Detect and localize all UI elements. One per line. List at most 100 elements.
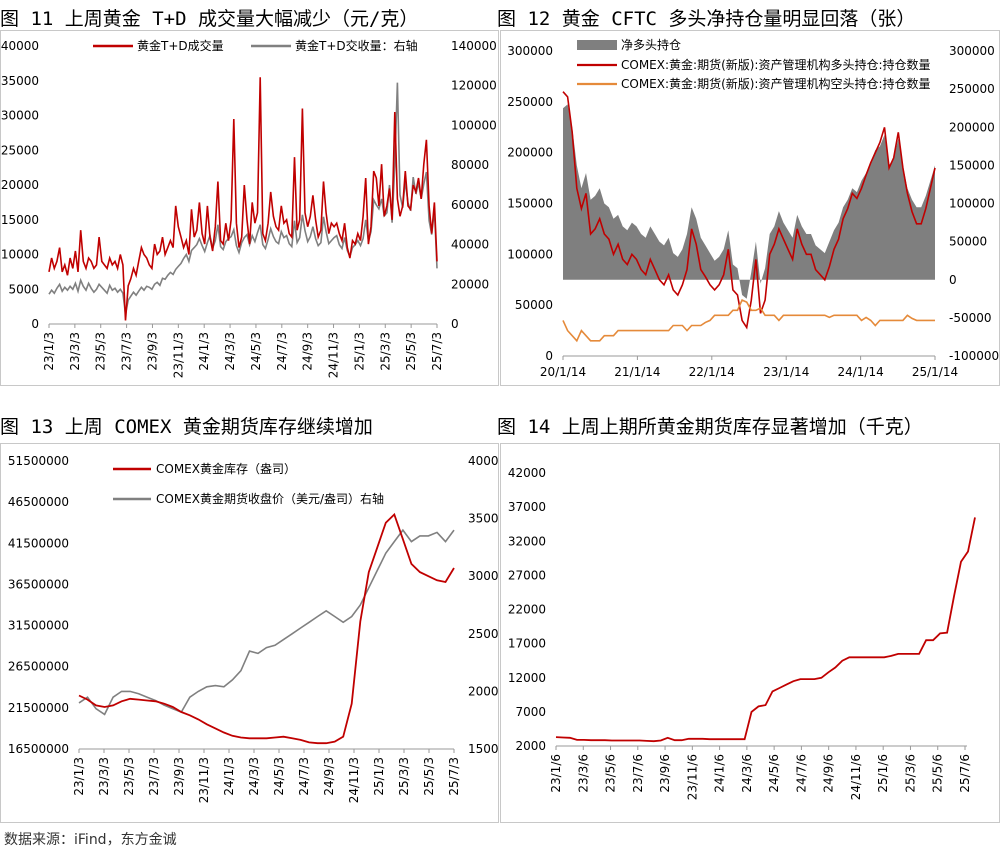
fig14-title: 图 14 上周上期所黄金期货库存显著增加（千克） (497, 416, 923, 438)
fig12-chart: 0 50000 100000 150000 200000 250000 300000 -100… (507, 37, 999, 379)
x-tick-label: 25/3/3 (397, 757, 411, 796)
y-tick-label-left: 31500000 (8, 619, 69, 633)
y-tick-label-left: 36500000 (8, 577, 69, 591)
y-tick-label-left: 42000 (508, 466, 546, 480)
legend-label-short: COMEX:黄金:期货(新版):资产管理机构空头持仓:持仓数量 (621, 76, 931, 91)
x-tick-label: 24/9/3 (322, 757, 336, 796)
x-tick-label: 23/3/3 (68, 332, 82, 371)
x-tick-label: 24/11/3 (327, 332, 341, 378)
x-tick-label: 23/9/3 (145, 332, 159, 371)
y-tick-label-left: 25000 (1, 143, 39, 157)
legend-label-delivery: 黄金T+D交收量：右轴 (295, 38, 418, 53)
y-tick-label-left: 46500000 (8, 495, 69, 509)
fig14-panel: 2000 7000 12000 17000 22000 27000 32000 37000 42… (500, 443, 1000, 823)
legend-label-inventory: COMEX黄金库存（盎司） (156, 461, 296, 476)
y-tick-label-left: 41500000 (8, 536, 69, 550)
x-tick-label: 23/11/3 (171, 332, 185, 378)
series-line-short (562, 299, 935, 343)
y-tick-label-left: 7000 (515, 705, 546, 719)
y-tick-label-right: 50000 (949, 235, 987, 249)
x-tick-label: 23/1/3 (42, 332, 56, 371)
y-tick-label-right: 2000 (468, 684, 498, 698)
y-tick-label-right: 3000 (468, 569, 498, 583)
y-tick-label-left: 150000 (507, 197, 553, 211)
y-tick-label-left: 40000 (1, 39, 39, 53)
y-tick-label-right: 60000 (451, 198, 489, 212)
legend-label-volume: 黄金T+D成交量 (137, 38, 224, 53)
x-tick-label: 23/5/6 (604, 754, 618, 793)
y-tick-label-right: 120000 (451, 79, 497, 93)
y-tick-label-left: 0 (545, 349, 553, 363)
x-tick-label: 24/9/3 (301, 332, 315, 371)
x-tick-label: 23/3/3 (97, 757, 111, 796)
y-tick-label-left: 250000 (507, 95, 553, 109)
y-tick-label-left: 100000 (507, 247, 553, 261)
x-tick-label: 23/7/3 (120, 332, 134, 371)
x-tick-label: 25/5/6 (931, 754, 945, 793)
y-tick-label-left: 2000 (515, 739, 546, 753)
series-line-volume (48, 77, 438, 321)
fig12-title: 图 12 黄金 CFTC 多头净持仓量明显回落（张） (497, 8, 916, 30)
y-tick-label-right: -50000 (949, 311, 992, 325)
y-tick-label-left: 300000 (507, 44, 553, 58)
fig13-title: 图 13 上周 COMEX 黄金期货库存继续增加 (0, 416, 373, 438)
series-line-delivery (48, 82, 438, 315)
x-tick-label: 25/5/3 (404, 332, 418, 371)
x-tick-label: 24/3/3 (223, 332, 237, 371)
y-tick-label-right: 300000 (949, 44, 995, 58)
y-tick-label-left: 15000 (1, 213, 39, 227)
x-tick-label: 24/7/3 (275, 332, 289, 371)
x-tick-label: 23/11/6 (685, 754, 699, 800)
series-line-inventory (78, 512, 455, 745)
y-tick-label-left: 51500000 (8, 454, 69, 468)
x-tick-label: 20/1/14 (540, 365, 586, 379)
y-tick-label-right: 3500 (468, 512, 498, 526)
y-tick-label-right: 0 (949, 273, 957, 287)
x-tick-label: 25/7/6 (958, 754, 972, 793)
x-tick-label: 24/1/3 (222, 757, 236, 796)
x-tick-label: 24/9/6 (822, 754, 836, 793)
y-tick-label-right: 20000 (451, 277, 489, 291)
y-tick-label-right: 150000 (949, 158, 995, 172)
x-tick-label: 23/5/3 (94, 332, 108, 371)
x-tick-label: 25/1/3 (352, 332, 366, 371)
y-tick-label-left: 37000 (508, 500, 546, 514)
x-tick-label: 23/9/6 (658, 754, 672, 793)
x-tick-label: 23/5/3 (122, 757, 136, 796)
x-tick-label: 25/3/3 (378, 332, 392, 371)
series-line-long (562, 91, 936, 330)
fig13-panel: 16500000 21500000 26500000 31500000 36500000… (0, 443, 499, 823)
y-tick-label-right: 100000 (949, 197, 995, 211)
x-tick-label: 24/3/3 (247, 757, 261, 796)
y-tick-label-right: 40000 (451, 238, 489, 252)
fig11-title: 图 11 上周黄金 T+D 成交量大幅减少（元/克） (0, 8, 419, 30)
legend-label-net: 净多头持仓 (621, 37, 681, 52)
x-tick-label: 23/3/6 (576, 754, 590, 793)
series-line-price (78, 528, 455, 716)
y-tick-label-right: 2500 (468, 627, 498, 641)
fig11-chart: 0 5000 10000 15000 20000 25000 30000 35000 40000… (1, 38, 497, 378)
y-tick-label-left: 27000 (508, 568, 546, 582)
y-tick-label-left: 50000 (515, 298, 553, 312)
x-tick-label: 24/5/6 (767, 754, 781, 793)
y-tick-label-right: 100000 (451, 118, 497, 132)
source-note: 数据来源：iFind，东方金诚 (4, 832, 177, 848)
x-tick-label: 24/5/3 (272, 757, 286, 796)
x-tick-label: 23/11/3 (197, 757, 211, 803)
x-tick-label: 24/1/3 (197, 332, 211, 371)
y-tick-label-right: 1500 (468, 742, 498, 756)
y-tick-label-right: 80000 (451, 158, 489, 172)
y-tick-label-right: 250000 (949, 82, 995, 96)
fig13-chart: 16500000 21500000 26500000 31500000 36500000… (8, 454, 498, 803)
legend-label-long: COMEX:黄金:期货(新版):资产管理机构多头持仓:持仓数量 (621, 57, 931, 72)
y-tick-label-left: 0 (31, 317, 39, 331)
y-tick-label-left: 30000 (1, 109, 39, 123)
x-tick-label: 24/3/6 (740, 754, 754, 793)
x-tick-label: 24/5/3 (249, 332, 263, 371)
y-tick-label-left: 17000 (508, 637, 546, 651)
y-tick-label-left: 32000 (508, 534, 546, 548)
legend-swatch-net (577, 40, 617, 50)
y-tick-label-right: 0 (451, 317, 459, 331)
fig12-panel: 0 50000 100000 150000 200000 250000 300000 -100… (500, 30, 1000, 386)
y-tick-label-left: 200000 (507, 146, 553, 160)
